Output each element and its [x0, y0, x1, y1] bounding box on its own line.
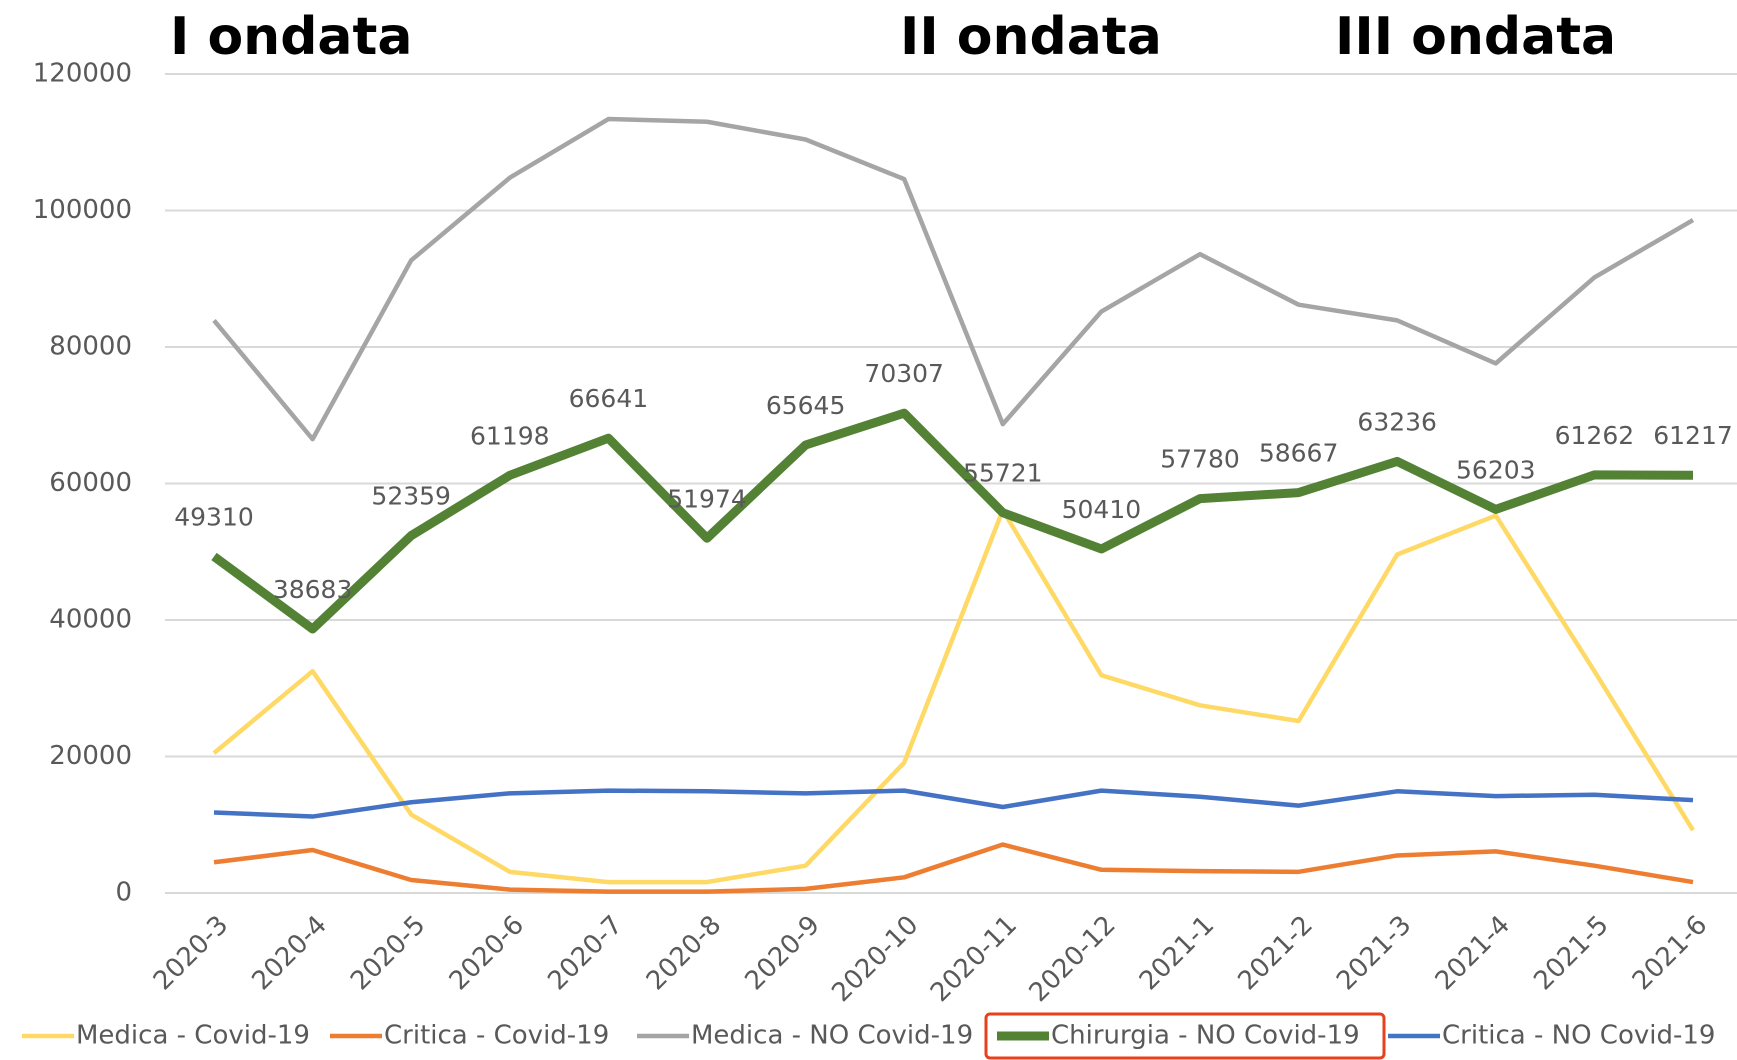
data-label: 70307 [864, 359, 944, 388]
legend-label: Critica - NO Covid-19 [1442, 1021, 1715, 1051]
annotation: I ondata [170, 7, 412, 67]
legend-label: Critica - Covid-19 [384, 1021, 609, 1051]
legend-label: Chirurgia - NO Covid-19 [1051, 1021, 1360, 1051]
data-label: 51974 [667, 484, 747, 513]
y-tick-label: 100000 [33, 195, 132, 225]
x-tick-label: 2020-4 [247, 910, 333, 996]
x-tick-label: 2021-3 [1331, 910, 1417, 996]
x-tick-label: 2020-8 [641, 910, 727, 996]
x-tick-label: 2020-12 [1024, 910, 1122, 1008]
x-tick-label: 2020-6 [444, 910, 530, 996]
data-label: 56203 [1456, 455, 1536, 484]
y-tick-label: 60000 [49, 468, 132, 498]
data-label: 63236 [1357, 407, 1437, 436]
annotation: II ondata [900, 7, 1162, 67]
y-tick-label: 120000 [33, 59, 132, 89]
x-tick-label: 2021-6 [1627, 910, 1713, 996]
legend-highlight-box [984, 1012, 1386, 1060]
y-tick-label: 40000 [49, 605, 132, 635]
data-label: 52359 [371, 482, 451, 511]
legend-label: Medica - Covid-19 [76, 1021, 310, 1051]
data-label: 61217 [1653, 421, 1733, 450]
x-tick-label: 2020-11 [925, 910, 1023, 1008]
y-tick-label: 20000 [49, 741, 132, 771]
series-line [213, 788, 1694, 819]
data-label: 66641 [569, 384, 649, 413]
x-tick-label: 2020-5 [345, 910, 431, 996]
x-tick-label: 2020-9 [740, 910, 826, 996]
data-label: 65645 [766, 391, 846, 420]
x-tick-label: 2021-2 [1233, 910, 1319, 996]
x-tick-label: 2020-10 [826, 910, 924, 1008]
annotation: III ondata [1335, 7, 1616, 67]
legend-label: Medica - NO Covid-19 [691, 1021, 973, 1051]
series-line [211, 408, 1694, 634]
data-label: 61198 [470, 421, 550, 450]
series-line [213, 842, 1694, 894]
series-line [212, 116, 1695, 442]
x-tick-label: 2021-5 [1528, 910, 1614, 996]
data-label: 58667 [1259, 439, 1339, 468]
x-tick-label: 2021-4 [1430, 910, 1516, 996]
data-label: 38683 [273, 575, 353, 604]
data-label: 50410 [1062, 495, 1142, 524]
y-tick-label: 0 [115, 878, 132, 908]
series-line [212, 507, 1695, 885]
data-label: 55721 [963, 459, 1043, 488]
x-tick-label: 2020-7 [542, 910, 628, 996]
x-tick-label: 2021-1 [1134, 910, 1220, 996]
data-label: 49310 [174, 502, 254, 531]
data-label: 61262 [1555, 421, 1635, 450]
y-tick-label: 80000 [49, 332, 132, 362]
data-label: 57780 [1160, 445, 1240, 474]
x-tick-label: 2020-3 [148, 910, 234, 996]
